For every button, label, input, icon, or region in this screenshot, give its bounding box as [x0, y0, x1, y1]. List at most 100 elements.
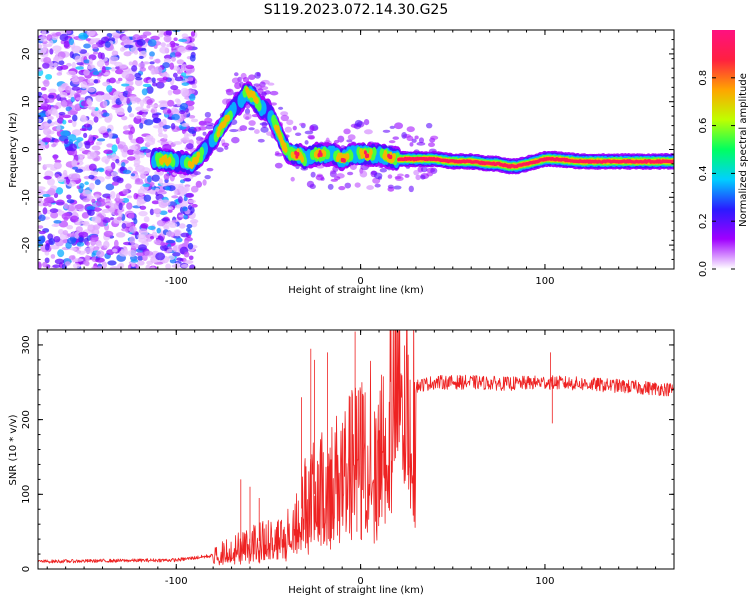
noise-speckle	[142, 148, 152, 153]
noise-speckle	[113, 239, 119, 248]
noise-speckle	[101, 65, 106, 74]
noise-speckle	[42, 44, 48, 53]
ridge-blob	[226, 114, 231, 122]
ridge-blob	[348, 150, 354, 161]
noise-speckle	[111, 248, 118, 253]
x-tick-label: -100	[165, 276, 188, 287]
noise-speckle	[292, 125, 297, 131]
noise-speckle	[102, 112, 110, 117]
noise-speckle	[42, 62, 50, 69]
noise-speckle	[91, 198, 96, 204]
ridge-blob	[363, 150, 367, 155]
noise-speckle	[46, 115, 54, 121]
noise-speckle	[44, 196, 55, 203]
noise-speckle	[93, 79, 99, 84]
noise-speckle	[103, 230, 114, 238]
noise-speckle	[62, 114, 72, 119]
noise-speckle	[87, 87, 96, 93]
noise-speckle	[48, 39, 54, 46]
noise-speckle	[83, 123, 91, 128]
noise-speckle	[171, 113, 180, 121]
noise-speckle	[172, 72, 178, 78]
noise-speckle	[76, 250, 82, 254]
noise-speckle	[191, 203, 198, 208]
noise-speckle	[136, 115, 142, 120]
noise-speckle	[119, 64, 128, 69]
ridge-blob	[256, 101, 262, 112]
noise-speckle	[122, 144, 129, 153]
noise-speckle	[59, 33, 69, 42]
noise-speckle	[143, 216, 150, 223]
noise-speckle	[389, 125, 396, 129]
noise-speckle	[76, 241, 85, 247]
noise-speckle	[144, 250, 154, 256]
noise-speckle	[149, 56, 154, 60]
noise-speckle	[141, 88, 148, 96]
noise-speckle	[425, 122, 433, 129]
noise-speckle	[91, 145, 101, 151]
noise-speckle	[270, 102, 277, 106]
ridge-blob	[342, 158, 346, 163]
ridge-blob	[371, 146, 377, 157]
noise-speckle	[187, 242, 194, 250]
noise-speckle	[139, 122, 144, 129]
noise-speckle	[54, 258, 65, 265]
noise-speckle	[85, 241, 90, 247]
noise-speckle	[65, 85, 72, 93]
noise-speckle	[126, 156, 136, 161]
y-tick-label: 20	[21, 48, 32, 61]
noise-speckle	[121, 70, 130, 79]
noise-speckle	[57, 229, 64, 235]
noise-speckle	[183, 251, 190, 258]
noise-speckle	[154, 58, 161, 64]
noise-speckle	[132, 149, 141, 155]
noise-speckle	[159, 79, 167, 83]
noise-speckle	[234, 72, 239, 77]
noise-speckle	[333, 139, 340, 144]
noise-speckle	[95, 257, 105, 263]
noise-speckle	[159, 121, 164, 128]
noise-speckle	[149, 61, 155, 65]
noise-speckle	[254, 71, 261, 79]
noise-speckle	[133, 158, 141, 166]
noise-speckle	[72, 263, 81, 269]
noise-speckle	[309, 125, 315, 132]
noise-speckle	[128, 132, 133, 141]
noise-speckle	[102, 209, 109, 213]
noise-speckle	[102, 93, 111, 101]
noise-speckle	[401, 131, 407, 139]
noise-speckle	[128, 113, 135, 118]
noise-speckle	[38, 214, 46, 222]
ridge-blob	[300, 155, 305, 163]
noise-speckle	[38, 225, 44, 229]
noise-speckle	[122, 169, 132, 174]
noise-speckle	[216, 147, 224, 153]
noise-speckle	[62, 119, 67, 125]
noise-speckle	[117, 112, 125, 116]
noise-speckle	[179, 258, 184, 262]
noise-speckle	[366, 185, 374, 191]
y-tick-label: 100	[21, 485, 32, 504]
noise-speckle	[187, 199, 196, 204]
figure-title: S119.2023.072.14.30.G25	[264, 2, 449, 18]
ridge-blob	[325, 149, 331, 160]
spectrogram-y-label: Frequency (Hz)	[8, 112, 19, 188]
noise-speckle	[133, 192, 139, 200]
noise-speckle	[152, 82, 158, 87]
noise-speckle	[66, 199, 75, 204]
noise-speckle	[171, 56, 176, 62]
noise-speckle	[50, 254, 56, 259]
noise-speckle	[90, 170, 98, 176]
noise-speckle	[354, 119, 363, 127]
noise-speckle	[105, 165, 113, 171]
noise-speckle	[418, 137, 425, 144]
x-tick-label: 0	[357, 276, 363, 287]
noise-speckle	[125, 183, 132, 190]
noise-speckle	[84, 254, 90, 262]
noise-speckle	[397, 173, 404, 177]
noise-speckle	[165, 239, 176, 244]
ridge-blob	[392, 152, 396, 160]
noise-speckle	[125, 97, 131, 104]
noise-speckle	[38, 153, 41, 162]
noise-speckle	[139, 99, 145, 108]
